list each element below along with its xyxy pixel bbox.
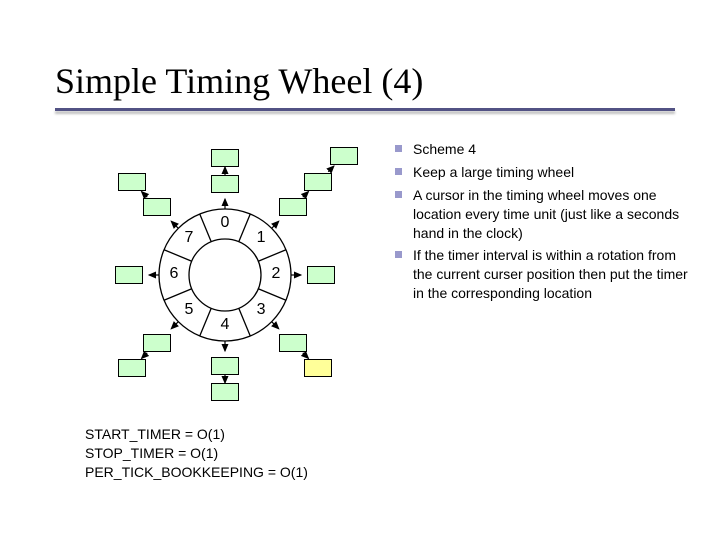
bucket [279,334,307,352]
bucket [211,149,239,167]
bucket [307,266,335,284]
slot-label: 6 [166,265,182,283]
bullet-item: Scheme 4 [395,140,695,159]
bucket [211,175,239,193]
bullet-item: If the timer interval is within a rotati… [395,246,695,303]
slot-label: 1 [253,229,269,247]
bucket [118,173,146,191]
bucket [118,359,146,377]
bucket [143,334,171,352]
page-title: Simple Timing Wheel (4) [55,60,655,102]
footer-line: STOP_TIMER = O(1) [85,444,308,463]
bucket [211,383,239,401]
title-block: Simple Timing Wheel (4) [55,60,655,111]
bucket [304,173,332,191]
bullet-item: A cursor in the timing wheel moves one l… [395,186,695,243]
bucket [143,198,171,216]
footer-line: START_TIMER = O(1) [85,425,308,444]
bucket [279,198,307,216]
bucket [304,359,332,377]
bucket [330,147,358,165]
slot-label: 7 [181,229,197,247]
slot-label: 3 [253,301,269,319]
title-underline [55,108,675,111]
slot-label: 0 [217,214,233,232]
timing-wheel-diagram: 0 1 2 3 4 5 6 7 [75,145,375,410]
slot-label: 5 [181,301,197,319]
bucket [115,266,143,284]
slot-label: 4 [217,316,233,334]
bullet-list: Scheme 4 Keep a large timing wheel A curso… [395,140,695,307]
bucket [211,357,239,375]
slot-label: 2 [268,265,284,283]
footer-line: PER_TICK_BOOKKEEPING = O(1) [85,463,308,482]
complexity-footer: START_TIMER = O(1)STOP_TIMER = O(1)PER_T… [85,425,308,482]
bullet-item: Keep a large timing wheel [395,163,695,182]
